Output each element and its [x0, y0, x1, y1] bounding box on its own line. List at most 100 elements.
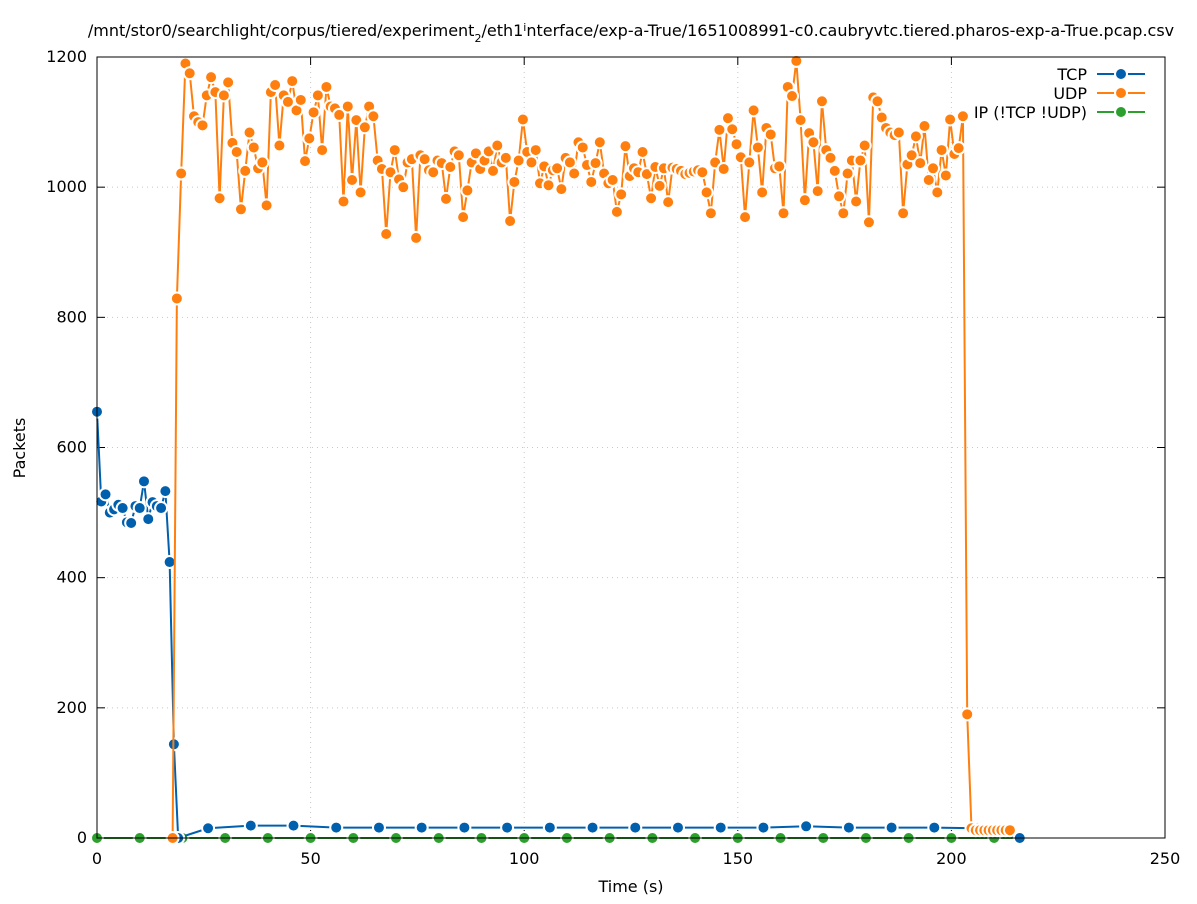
data-point	[750, 140, 765, 155]
data-point	[605, 173, 620, 188]
data-point	[554, 182, 569, 197]
data-point	[259, 198, 274, 213]
data-point	[938, 168, 953, 183]
data-point	[319, 79, 334, 94]
data-point	[644, 191, 659, 206]
data-point	[345, 173, 360, 188]
y-tick-label: 0	[77, 828, 87, 847]
data-point	[823, 150, 838, 165]
axis-ticks: 0 200 400 600 800 1000 1200 0 50 100 150 200 250	[46, 47, 1180, 868]
data-point	[238, 163, 253, 178]
data-point	[426, 165, 441, 180]
x-tick-label: 100	[509, 849, 540, 868]
legend-label: TCP	[1056, 65, 1087, 84]
data-point	[943, 112, 958, 127]
data-point	[763, 127, 778, 142]
data-point	[233, 202, 248, 217]
data-point	[729, 137, 744, 152]
plot-border	[96, 56, 1166, 839]
data-point	[524, 155, 539, 170]
data-point	[229, 145, 244, 160]
data-point	[246, 140, 261, 155]
data-point	[293, 92, 308, 107]
data-point	[756, 820, 771, 835]
data-point	[857, 138, 872, 153]
data-point	[141, 512, 156, 527]
data-point	[789, 53, 804, 68]
data-point	[336, 194, 351, 209]
data-point	[628, 820, 643, 835]
x-tick-label: 200	[936, 849, 967, 868]
data-point	[853, 153, 868, 168]
data-point	[460, 183, 475, 198]
data-point	[836, 206, 851, 221]
data-point	[242, 125, 257, 140]
data-point	[490, 138, 505, 153]
data-point	[486, 163, 501, 178]
data-point	[891, 125, 906, 140]
y-axis-label: Packets	[10, 418, 29, 479]
data-point	[298, 154, 313, 169]
data-point	[934, 143, 949, 158]
data-point	[366, 109, 381, 124]
data-point	[1002, 823, 1017, 838]
data-point	[136, 474, 151, 489]
data-point	[840, 166, 855, 181]
data-point	[927, 820, 942, 835]
data-point	[746, 103, 761, 118]
data-point	[542, 820, 557, 835]
legend-marker	[1114, 67, 1128, 81]
data-point	[169, 291, 184, 306]
data-point	[585, 820, 600, 835]
data-point	[329, 820, 344, 835]
data-point	[379, 227, 394, 242]
data-point	[960, 707, 975, 722]
data-point	[861, 215, 876, 230]
data-point	[849, 194, 864, 209]
data-point	[272, 138, 287, 153]
data-point	[661, 195, 676, 210]
data-point	[609, 204, 624, 219]
data-point	[511, 153, 526, 168]
data-point	[567, 166, 582, 181]
data-point	[439, 191, 454, 206]
data-point	[670, 820, 685, 835]
data-point	[115, 501, 130, 516]
data-point	[541, 178, 556, 193]
data-point	[772, 159, 787, 174]
y-tick-label: 800	[56, 307, 87, 326]
title-subscript: i	[523, 21, 526, 34]
data-point	[799, 819, 814, 834]
data-point	[340, 99, 355, 114]
data-point	[652, 178, 667, 193]
data-point	[201, 821, 216, 836]
series-udp	[165, 53, 1017, 845]
data-point	[955, 109, 970, 124]
data-point	[174, 166, 189, 181]
data-point	[414, 820, 429, 835]
data-point	[755, 185, 770, 200]
data-point	[827, 163, 842, 178]
data-point	[286, 818, 301, 833]
data-point	[443, 159, 458, 174]
data-point	[255, 155, 270, 170]
data-point	[396, 180, 411, 195]
data-point	[456, 210, 471, 225]
data-point	[930, 185, 945, 200]
data-point	[550, 161, 565, 176]
title-part: nterface/exp-a-True/1651008991-c0.caubry…	[526, 21, 1174, 40]
data-point	[285, 74, 300, 89]
series-tcp	[90, 404, 1027, 845]
data-point	[592, 135, 607, 150]
data-point	[785, 89, 800, 104]
data-point	[124, 515, 139, 530]
data-point	[926, 161, 941, 176]
data-point	[195, 118, 210, 133]
series-line	[96, 411, 1020, 840]
data-point	[695, 165, 710, 180]
data-point	[409, 230, 424, 245]
data-point	[725, 122, 740, 137]
data-point	[268, 77, 283, 92]
y-tick-label: 200	[56, 698, 87, 717]
